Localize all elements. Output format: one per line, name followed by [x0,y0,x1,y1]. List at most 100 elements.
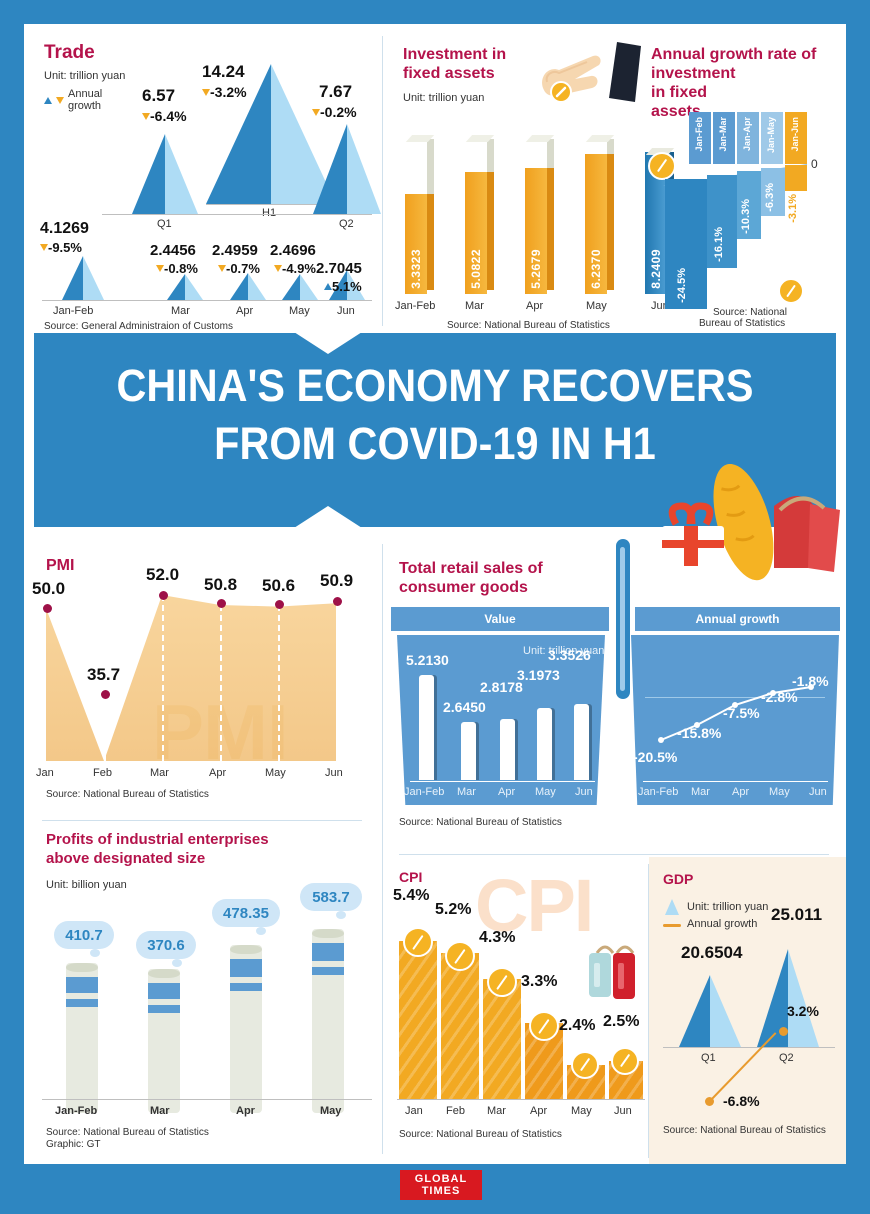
cpi-bar-feb [441,953,479,1099]
trade-unit: Unit: trillion yuan [44,70,126,82]
gdp-legend-triangle-icon [665,899,679,915]
retail-growth-top-axis [645,697,825,698]
gdp-label-q2: Q2 [779,1052,794,1064]
retail-bar-jun [574,704,589,780]
divider-vertical-main [382,36,383,326]
retail-growth-label-jan-feb: Jan-Feb [638,786,679,798]
growth-tab-jan-mar-label: Jan-Mar [718,117,728,152]
growth-title-line3: in fixed [651,84,708,101]
trade-apr-value: 2.4959 [212,242,258,259]
trade-jun-growth: 5.1% [324,279,362,294]
trade-triangle-apr [230,273,266,300]
inv-bar-apr: 5.2679 [525,135,555,294]
trade-jan-feb-label: Jan-Feb [53,305,94,317]
arrow-down-icon [56,88,64,112]
pmi-value-apr: 50.8 [204,575,238,594]
profits-bubble-jan-feb: 410.7 [54,921,114,949]
retail-value-header: Value [391,607,609,631]
gdp-growth-q1: -6.8% [723,1093,760,1109]
trade-triangle-q1 [132,134,198,214]
growth-source-line1: Source: National [713,307,787,318]
profits-source-line2: Graphic: GT [46,1139,101,1150]
divider-vertical-lower [382,544,383,1154]
profits-tube-mar [148,969,180,1113]
profits-bubble-apr: 478.35 [212,899,280,927]
tube-band [66,977,98,993]
gdp-legend-line-icon [663,924,681,927]
retail-value-mar: 2.6450 [443,699,486,715]
arrow-up-icon [44,88,52,112]
gdp-source: Source: National Bureau of Statistics [663,1125,826,1136]
retail-bar-mar [461,722,476,780]
tube-band [230,959,262,977]
gdp-legend-unit: Unit: trillion yuan [687,901,769,913]
growth-tab-jan-feb: Jan-Feb [689,112,711,164]
inv-bar-may-value: 6.2370 [589,249,603,289]
profits-tube-apr [230,945,262,1113]
shopping-illustration [662,464,840,581]
cpi-coin-jan [403,927,433,957]
retail-growth-may: -2.8% [761,689,798,705]
banner-notch-top [294,332,362,354]
tube-band [312,943,344,961]
profits-bubble-dot [172,959,182,967]
retail-growth-axis [643,781,828,782]
trade-axis-h1 [206,204,336,205]
pmi-label-apr: Apr [209,767,227,779]
tube-band [312,967,344,975]
profits-bubble-dot [256,927,266,935]
retail-title-line1: Total retail sales of [399,560,543,577]
growth-zero-label: 0 [811,157,818,171]
pmi-dot-may [275,600,284,609]
growth-tab-jan-apr-label: Jan-Apr [742,117,752,152]
trade-mar-value: 2.4456 [150,242,196,259]
inv-bar-jun-value: 8.2409 [649,249,663,289]
trade-jun-value: 2.7045 [316,260,362,277]
gdp-value-q1: 20.6504 [681,943,743,962]
retail-value-may: 3.1973 [517,667,560,683]
cpi-coin-apr [529,1011,559,1041]
retail-growth-dot-jan-feb [658,737,664,743]
cpi-coin-jun [611,1047,639,1075]
trade-jan-feb-growth: -9.5% [40,240,82,255]
profits-title-line1: Profits of industrial enterprises [46,831,269,848]
trade-h1-growth: -3.2% [202,84,247,100]
trade-triangle-jun [329,270,365,300]
panel-retail: Total retail sales of consumer goods Val… [383,527,846,857]
trade-triangle-mar [167,274,203,300]
pmi-dot-jun [333,597,342,606]
retail-growth-dot-mar [694,722,700,728]
growth-tab-jan-feb-label: Jan-Feb [694,117,704,152]
pmi-label-jun: Jun [325,767,343,779]
pmi-value-jun: 50.9 [320,571,354,590]
retail-growth-dot-jun [808,684,814,690]
profits-source-line1: Source: National Bureau of Statistics [46,1127,209,1138]
profits-value-may: 583.7 [312,888,350,906]
cpi-value-apr: 3.3% [521,973,558,990]
retail-growth-mar: -15.8% [677,725,722,741]
growth-title-line2: investment [651,65,736,82]
growth-tab-jan-jun: Jan-Jun [785,112,807,164]
panel-cpi: CPI CPI 5.4% 5.2% 4.3% 3.3% 2.4% 2.5% [383,857,648,1164]
profits-value-jan-feb: 410.7 [65,926,103,944]
growth-bar-jan-feb: -24.5% [665,179,707,309]
panel-investment: Investment in fixed assets Unit: trillio… [383,24,846,334]
profits-bubble-dot [90,949,100,957]
growth-bar-jan-apr-value: -10.3% [740,199,752,234]
retail-bar-may [537,708,552,780]
profits-label-mar: Mar [150,1105,170,1117]
retail-growth-label-jun: Jun [809,786,827,798]
cpi-label-feb: Feb [446,1105,465,1117]
retail-value-axis [410,781,595,782]
inv-bar-apr-value: 5.2679 [529,249,543,289]
trade-axis-months [42,300,372,301]
trade-triangle-may [282,274,318,300]
trade-h1-value: 14.24 [202,62,245,81]
trade-may-label: May [289,305,310,317]
inv-bar-may-label: May [586,300,607,312]
retail-label-jun: Jun [575,786,593,798]
inv-bar-jan-feb-label: Jan-Feb [395,300,436,312]
retail-label-jan-feb: Jan-Feb [404,786,445,798]
inv-bar-mar-value: 5.0822 [469,249,483,289]
gdp-triangle-q1 [679,975,741,1047]
